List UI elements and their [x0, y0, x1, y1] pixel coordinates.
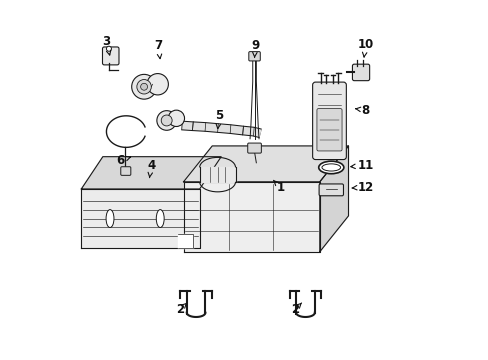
FancyBboxPatch shape — [121, 167, 131, 175]
Text: 6: 6 — [117, 154, 130, 167]
Polygon shape — [183, 146, 348, 182]
FancyBboxPatch shape — [102, 47, 119, 65]
Polygon shape — [319, 146, 348, 252]
Ellipse shape — [156, 210, 164, 228]
Polygon shape — [81, 189, 199, 248]
Text: 12: 12 — [351, 181, 373, 194]
Circle shape — [147, 73, 168, 95]
Text: 11: 11 — [350, 159, 373, 172]
FancyBboxPatch shape — [312, 82, 346, 159]
FancyBboxPatch shape — [319, 184, 343, 196]
FancyBboxPatch shape — [248, 51, 260, 61]
Circle shape — [161, 115, 172, 126]
Text: 8: 8 — [355, 104, 369, 117]
Circle shape — [157, 111, 176, 130]
Polygon shape — [183, 182, 319, 252]
FancyBboxPatch shape — [352, 64, 369, 81]
Text: 2: 2 — [290, 303, 301, 316]
FancyBboxPatch shape — [247, 143, 261, 153]
Ellipse shape — [321, 164, 340, 171]
Text: 9: 9 — [251, 39, 259, 58]
Text: 3: 3 — [102, 35, 111, 55]
Text: 7: 7 — [154, 39, 162, 59]
Ellipse shape — [106, 210, 114, 228]
Text: 2: 2 — [176, 303, 186, 316]
Polygon shape — [199, 167, 235, 182]
Circle shape — [131, 75, 156, 99]
Text: 10: 10 — [357, 38, 373, 57]
Polygon shape — [178, 234, 192, 248]
Polygon shape — [81, 157, 221, 189]
FancyBboxPatch shape — [316, 109, 341, 151]
Text: 1: 1 — [273, 180, 284, 194]
Circle shape — [137, 80, 151, 94]
Text: 5: 5 — [215, 109, 223, 129]
Text: 4: 4 — [147, 159, 155, 178]
Circle shape — [141, 83, 147, 90]
Circle shape — [106, 46, 111, 51]
Circle shape — [168, 110, 184, 126]
Ellipse shape — [318, 161, 343, 174]
